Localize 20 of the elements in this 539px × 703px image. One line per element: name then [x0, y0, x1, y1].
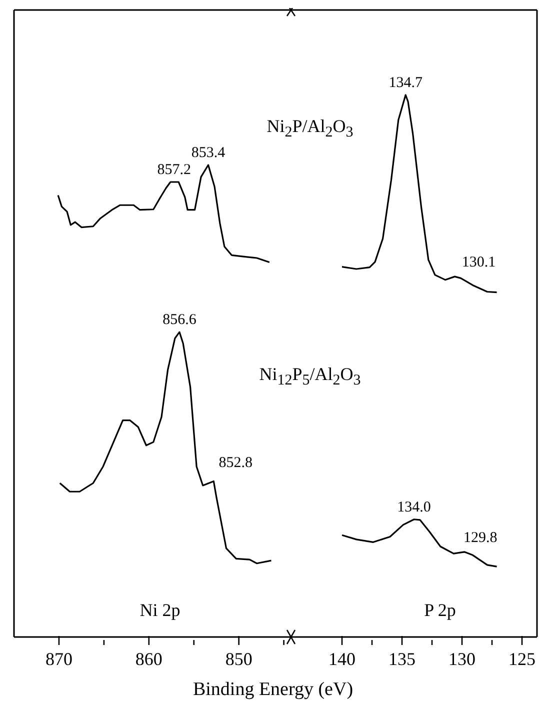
annotation: 130.1	[462, 254, 496, 271]
x-tick-label: 135	[388, 649, 416, 669]
x-tick-label: 125	[508, 649, 536, 669]
x-tick-label: 140	[328, 649, 356, 669]
annotation: Ni$_{12}$P$_{5}$/Al$_{2}$O$_{3}$	[258, 364, 362, 390]
x-axis-title: Binding Energy (eV)	[192, 679, 354, 701]
annotation: Ni 2p	[138, 600, 182, 621]
annotation: 134.7	[388, 75, 423, 91]
annotation: 856.6	[162, 312, 197, 328]
x-tick-label: 850	[225, 649, 252, 669]
x-tick-label: 870	[45, 649, 72, 669]
annotation: 853.4	[191, 145, 226, 161]
x-tick-label: 860	[135, 649, 162, 669]
annotation: 129.8	[464, 530, 498, 546]
annotation: 134.0	[397, 499, 431, 516]
annotation: P 2p	[423, 600, 457, 621]
annotation: 852.8	[218, 455, 253, 472]
x-tick-label: 130	[448, 649, 476, 669]
annotation: Ni$_{2}$P/Al$_{2}$O$_{3}$	[266, 116, 354, 142]
annotation: 857.2	[157, 162, 191, 178]
